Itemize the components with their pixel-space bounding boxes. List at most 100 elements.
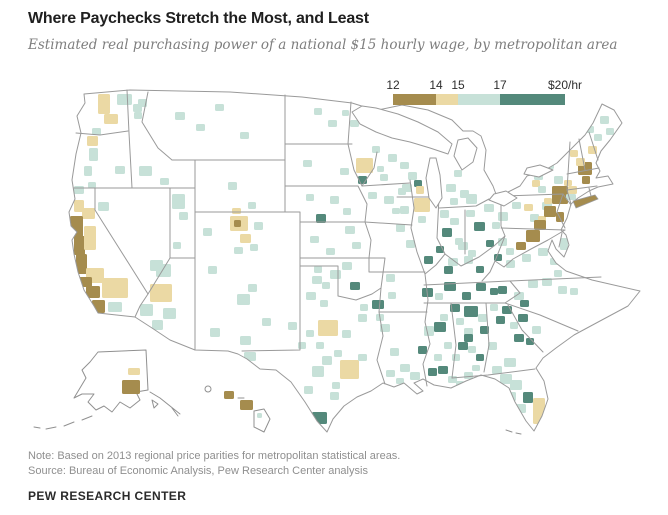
metro-area — [434, 322, 446, 332]
metro-area — [342, 262, 352, 270]
metro-area — [210, 328, 220, 337]
metro-area — [600, 116, 609, 124]
metro-area — [452, 354, 460, 361]
metro-area — [122, 380, 140, 394]
metro-area — [304, 386, 313, 394]
legend-segment — [500, 94, 565, 105]
metro-area — [454, 170, 462, 177]
metro-area — [74, 236, 85, 255]
metro-area — [442, 228, 452, 237]
metro-area — [254, 222, 263, 230]
metro-area — [172, 194, 185, 209]
metro-area — [228, 182, 237, 190]
metro-area — [248, 284, 257, 292]
metro-area — [446, 184, 456, 192]
metro-area — [464, 372, 473, 379]
metro-area — [518, 314, 528, 322]
state-borders — [68, 89, 641, 433]
metro-area — [240, 400, 253, 410]
metro-area — [330, 196, 339, 204]
legend-tick: $20/hr — [547, 78, 583, 92]
metro-area — [306, 292, 316, 300]
metro-area — [312, 276, 322, 284]
metro-area — [340, 168, 349, 175]
metro-area — [358, 314, 367, 322]
metro-area — [526, 338, 534, 345]
metro-area — [257, 413, 262, 418]
metro-area — [175, 112, 185, 120]
metro-area — [173, 242, 181, 249]
metro-area — [416, 186, 424, 194]
metro-area — [486, 240, 494, 247]
legend-tick: 12 — [386, 78, 400, 92]
metro-area — [606, 128, 614, 135]
metro-area — [84, 166, 92, 176]
metro-area — [468, 250, 476, 257]
metro-area — [523, 392, 533, 403]
metro-area — [570, 288, 578, 295]
metro-area — [428, 368, 437, 376]
metro-area — [396, 224, 405, 232]
metro-area — [516, 242, 526, 250]
metro-area — [406, 240, 415, 248]
metro-area — [450, 198, 458, 205]
metro-area — [424, 326, 434, 336]
metro-area — [76, 254, 87, 274]
metro-area — [358, 354, 367, 361]
metro-area — [102, 278, 128, 298]
metro-area — [312, 412, 327, 424]
metro-area — [476, 354, 484, 361]
metro-area — [232, 208, 241, 214]
metro-area — [480, 326, 489, 334]
metro-area — [156, 264, 171, 277]
metro-area — [352, 242, 361, 249]
metro-area — [234, 247, 243, 254]
metro-area — [524, 204, 533, 211]
metro-area — [234, 220, 241, 227]
metro-area — [163, 308, 176, 319]
metro-area — [342, 330, 351, 338]
lake-superior — [351, 105, 453, 155]
metro-area — [392, 208, 400, 214]
metro-area — [474, 222, 485, 231]
metro-area — [490, 304, 498, 311]
metro-area — [508, 176, 518, 184]
metro-area — [410, 372, 420, 380]
metro-area — [466, 210, 475, 217]
metro-area — [115, 166, 125, 174]
metro-area — [208, 266, 217, 274]
metro-area — [316, 342, 324, 349]
metro-area — [542, 278, 552, 286]
metro-area — [372, 146, 380, 153]
metro-area — [372, 300, 384, 309]
metro-area — [526, 230, 540, 242]
florida-keys — [505, 429, 522, 435]
metro-area — [488, 342, 497, 350]
metro-area — [552, 186, 568, 204]
metro-area — [384, 196, 394, 204]
metro-area — [215, 104, 224, 111]
metro-area — [314, 108, 322, 115]
lake-erie — [488, 190, 518, 207]
metro-area — [345, 226, 355, 234]
metro-area — [74, 200, 84, 212]
metro-area — [368, 192, 377, 199]
metro-area — [538, 186, 546, 193]
metro-area — [134, 112, 142, 119]
long-island-metro — [572, 194, 599, 209]
metro-area — [558, 286, 567, 294]
metro-area — [472, 365, 480, 371]
metro-area — [450, 218, 459, 225]
legend-tick: 14 — [429, 78, 443, 92]
metro-area — [464, 334, 473, 342]
metro-area — [203, 228, 212, 236]
metro-area — [478, 314, 487, 322]
metro-area — [316, 214, 326, 223]
metro-area — [484, 204, 494, 212]
metro-area — [388, 292, 396, 299]
metro-area — [476, 266, 484, 273]
metro-area — [386, 370, 395, 377]
metro-area — [237, 294, 250, 305]
legend-segment — [436, 94, 458, 105]
